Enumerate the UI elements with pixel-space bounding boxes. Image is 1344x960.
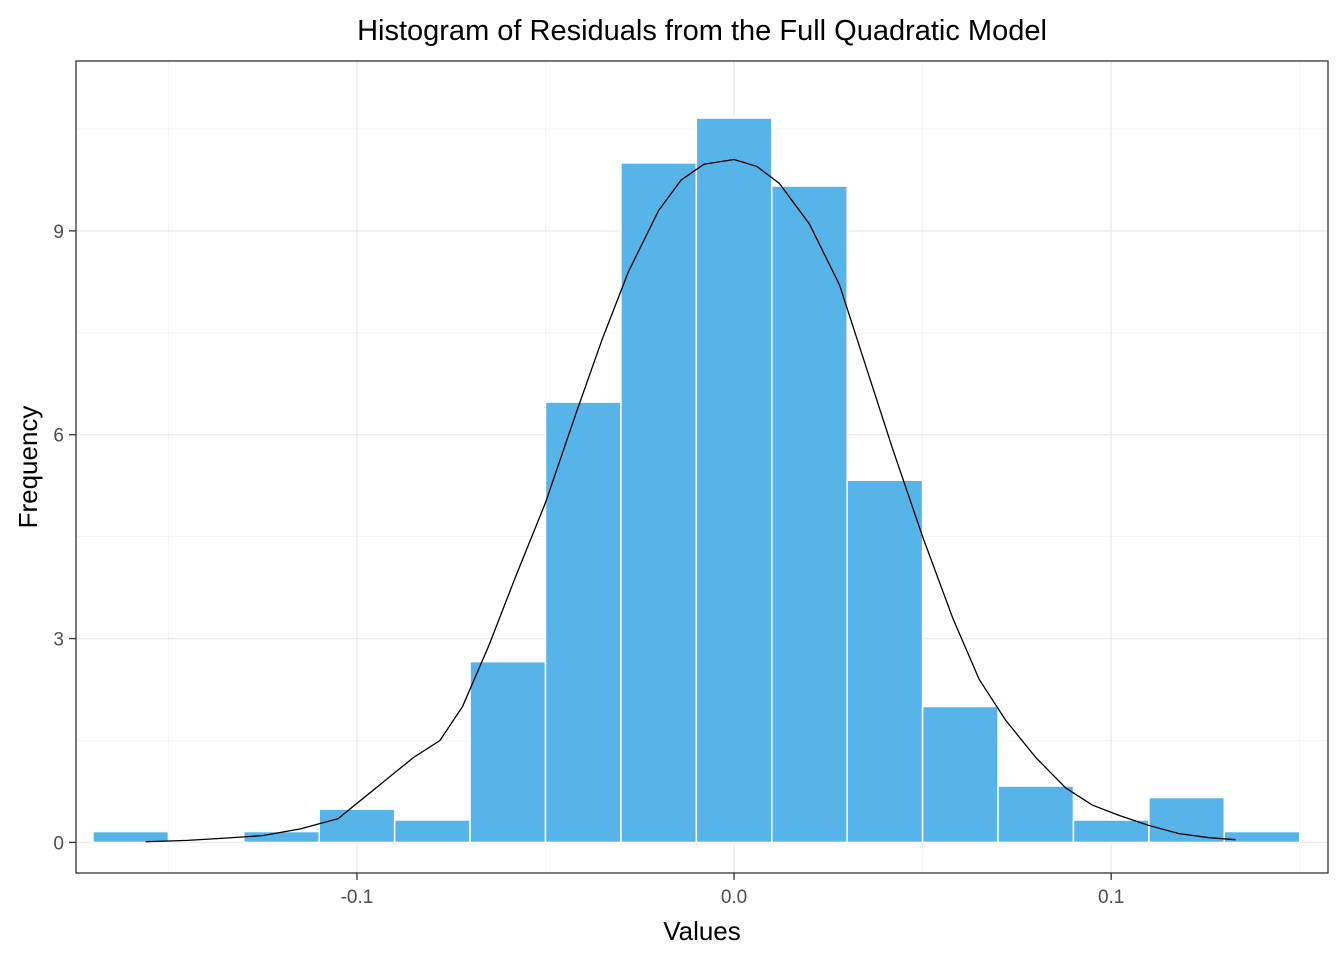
x-tick-label: 0.1 [1098,887,1124,908]
x-tick-label: 0.0 [721,887,747,908]
chart-title: Histogram of Residuals from the Full Qua… [357,15,1047,47]
histogram-bar [1148,796,1226,844]
histogram-bar [469,660,547,844]
histogram-bar [771,185,848,844]
histogram-bar [1072,819,1150,844]
density-curve [145,158,1236,843]
y-tick-label: 9 [53,222,64,243]
x-axis-ticks: -0.1 0.0 0.1 [341,873,1124,908]
y-tick-label: 6 [53,426,64,447]
histogram-bar [1223,830,1301,844]
histogram-bar [846,479,924,844]
y-tick-label: 0 [53,833,64,854]
histogram-bar [544,401,622,844]
histogram-bar [243,830,320,844]
histogram-bar [695,117,773,844]
y-axis-title: Frequency [13,406,43,529]
histogram-bar [997,785,1075,844]
histogram-bar [92,830,170,844]
histogram-bar [393,819,471,844]
y-axis-ticks: 0 3 6 9 [53,222,76,854]
histogram-bar [921,705,999,844]
panel-border [75,60,1329,874]
histogram-bars [92,117,1301,844]
x-tick-label: -0.1 [341,887,374,908]
histogram-bar [318,808,396,844]
x-axis-title: Values [663,916,741,946]
y-tick-label: 3 [53,630,64,651]
